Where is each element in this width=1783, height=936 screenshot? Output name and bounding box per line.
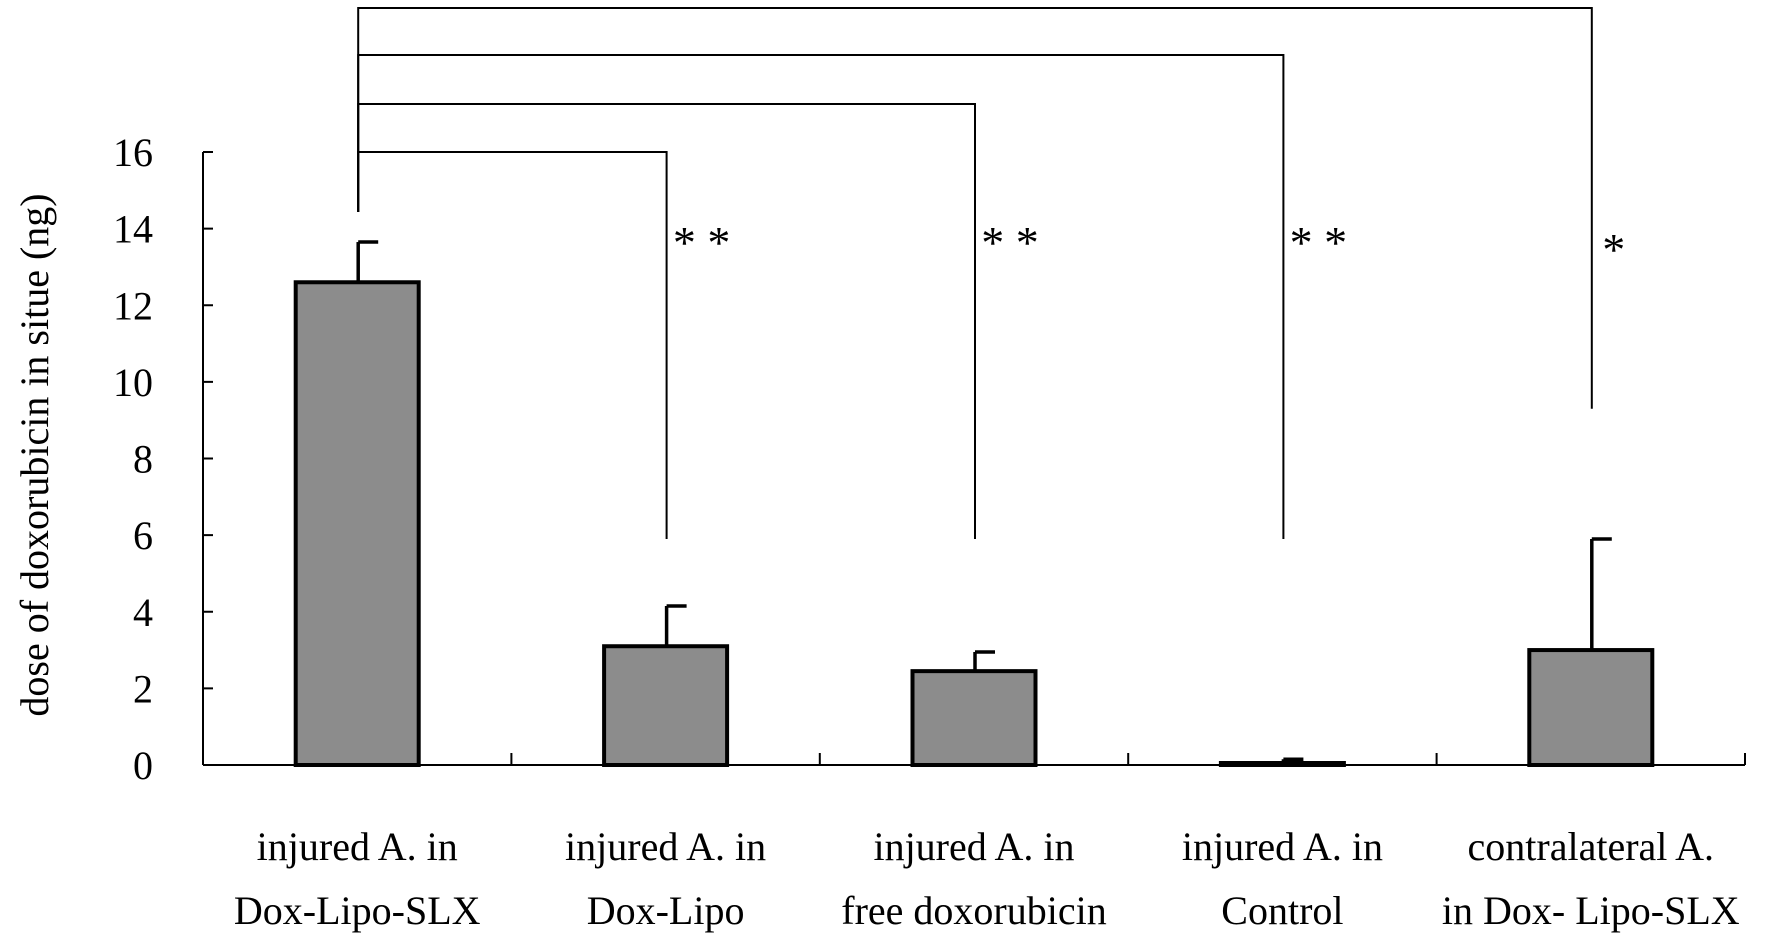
y-tick-label: 2 bbox=[133, 666, 153, 711]
significance-bracket bbox=[357, 7, 1593, 409]
x-category-label: Dox-Lipo bbox=[587, 888, 745, 933]
bar bbox=[910, 669, 1038, 768]
y-tick-label: 6 bbox=[133, 513, 153, 558]
x-category-label: Dox-Lipo-SLX bbox=[234, 888, 481, 933]
x-category-label: contralateral A. bbox=[1468, 824, 1715, 869]
axes bbox=[202, 151, 1746, 766]
significance-label: * * bbox=[1290, 217, 1348, 268]
significance-bracket bbox=[357, 54, 1285, 539]
y-axis-title: dose of doxorubicin in situe (ng) bbox=[12, 193, 57, 716]
y-tick-label: 4 bbox=[133, 590, 153, 635]
bar bbox=[1527, 648, 1655, 767]
y-tick-label: 8 bbox=[133, 437, 153, 482]
significance-brackets bbox=[357, 7, 1593, 539]
x-category-label: Control bbox=[1221, 888, 1343, 933]
significance-label: * * bbox=[981, 217, 1039, 268]
y-tick-label: 0 bbox=[133, 743, 153, 788]
x-category-label: free doxorubicin bbox=[841, 888, 1106, 933]
significance-label: * * bbox=[673, 217, 731, 268]
x-category-label: injured A. in bbox=[565, 824, 766, 869]
bar bbox=[293, 280, 421, 767]
x-category-label: injured A. in bbox=[1182, 824, 1383, 869]
x-category-label: injured A. in bbox=[873, 824, 1074, 869]
bar bbox=[602, 644, 730, 768]
y-tick-label: 10 bbox=[113, 360, 153, 405]
x-category-label: injured A. in bbox=[257, 824, 458, 869]
y-tick-label: 12 bbox=[113, 283, 153, 328]
y-tick-label: 16 bbox=[113, 130, 153, 175]
significance-label: * bbox=[1602, 224, 1625, 275]
x-category-label: in Dox- Lipo-SLX bbox=[1442, 888, 1740, 933]
y-tick-label: 14 bbox=[113, 207, 153, 252]
labels: 0 2 4 6 8 10 12 14 16 injured A. in Dox-Lipo-SLX in… bbox=[113, 130, 1740, 933]
